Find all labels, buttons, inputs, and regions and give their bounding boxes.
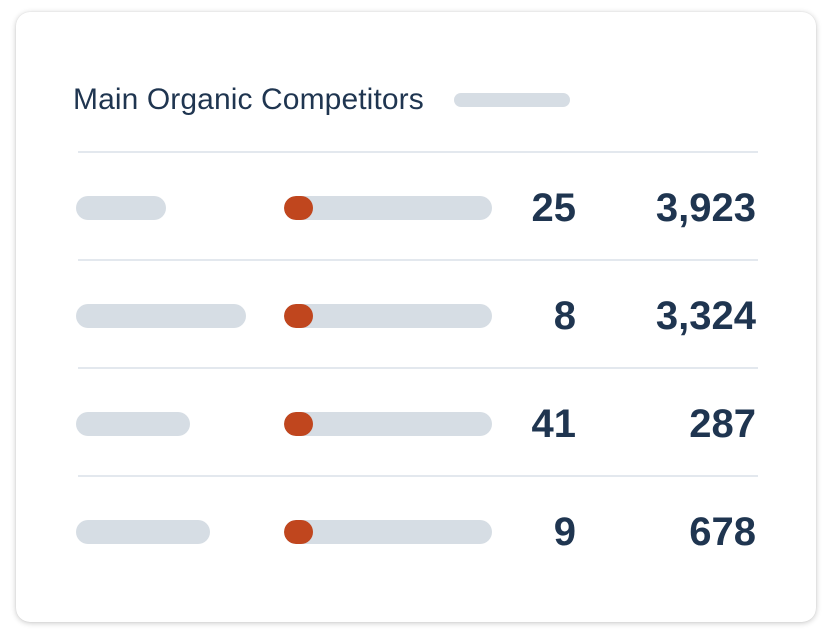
competitors-card: Main Organic Competitors 25 3,923 8 3,32… [16,12,816,622]
competitor-row[interactable]: 8 3,324 [76,263,760,369]
common-keywords-value: 8 [553,294,576,338]
common-keywords-value: 41 [531,402,577,446]
organic-keywords-value: 3,324 [655,294,756,338]
title-placeholder-pill [453,93,570,107]
competition-level-bar [284,304,492,328]
header-divider [78,151,758,153]
common-keywords-value: 25 [531,186,577,230]
organic-keywords-value: 678 [689,510,756,554]
row-divider [78,475,758,477]
competitor-name-placeholder[interactable] [76,520,210,544]
competitor-name-placeholder[interactable] [76,196,166,220]
card-title: Main Organic Competitors [73,83,424,116]
common-keywords-value: 9 [553,510,576,554]
row-divider [78,259,758,261]
competitor-name-placeholder[interactable] [76,412,190,436]
organic-keywords-value: 287 [689,402,756,446]
organic-keywords-value: 3,923 [655,186,756,230]
competitor-row[interactable]: 25 3,923 [76,155,760,261]
competitor-row[interactable]: 9 678 [76,479,760,585]
competitor-name-placeholder[interactable] [76,304,246,328]
competition-level-fill [284,304,314,328]
competition-level-fill [284,412,314,436]
competition-level-fill [284,520,314,544]
competition-level-bar [284,196,492,220]
row-divider [78,367,758,369]
competition-level-bar [284,520,492,544]
competition-level-bar [284,412,492,436]
competitor-row[interactable]: 41 287 [76,371,760,477]
competition-level-fill [284,196,314,220]
card-header: Main Organic Competitors [73,72,570,128]
